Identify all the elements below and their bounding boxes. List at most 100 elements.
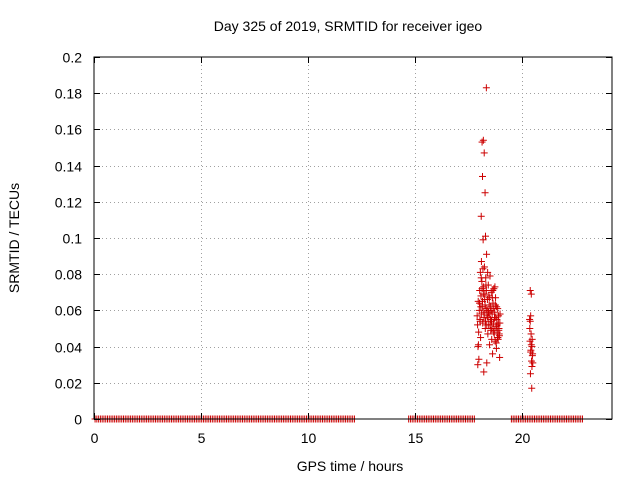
data-points bbox=[473, 84, 537, 392]
chart-title: Day 325 of 2019, SRMTID for receiver ige… bbox=[214, 18, 483, 34]
data-point bbox=[485, 294, 493, 302]
data-point bbox=[479, 297, 486, 305]
axes: 0 0.02 0.04 0.06 0.08 0.1 0.12 0.14 0.16 0.18 0.2 0… bbox=[55, 50, 612, 446]
data-point bbox=[477, 334, 485, 342]
y-axis-label: SRMTID / TECUs bbox=[6, 183, 22, 293]
data-point bbox=[487, 317, 495, 325]
data-point bbox=[477, 258, 485, 266]
data-point bbox=[478, 277, 486, 285]
data-point bbox=[496, 353, 504, 361]
data-point bbox=[482, 84, 490, 92]
data-point bbox=[476, 317, 484, 325]
data-point bbox=[493, 321, 501, 329]
data-point bbox=[527, 341, 535, 349]
data-point bbox=[528, 363, 536, 371]
data-point bbox=[486, 272, 494, 280]
y-tick-label: 0.02 bbox=[55, 376, 82, 392]
data-point bbox=[491, 301, 499, 309]
data-point bbox=[526, 286, 534, 294]
data-point bbox=[477, 212, 485, 220]
data-point bbox=[473, 312, 481, 320]
data-point bbox=[483, 250, 491, 258]
y-tick-label: 0.1 bbox=[63, 231, 83, 247]
y-tick-label: 0.12 bbox=[55, 195, 82, 211]
data-point bbox=[476, 299, 484, 307]
y-tick-label: 0.18 bbox=[55, 86, 82, 102]
y-tick-label: 0 bbox=[74, 412, 82, 428]
data-point bbox=[489, 286, 497, 294]
data-point bbox=[494, 334, 502, 342]
data-point bbox=[479, 136, 487, 144]
data-point bbox=[482, 305, 490, 313]
grid bbox=[94, 57, 612, 419]
data-point bbox=[490, 314, 498, 322]
data-point bbox=[481, 301, 489, 309]
data-point bbox=[480, 368, 488, 376]
data-point bbox=[481, 189, 489, 197]
data-point bbox=[528, 343, 536, 351]
data-point bbox=[480, 310, 488, 318]
data-point bbox=[490, 328, 498, 336]
x-tick-label: 0 bbox=[91, 430, 99, 446]
data-point bbox=[484, 330, 492, 338]
data-point bbox=[529, 350, 537, 358]
data-point bbox=[474, 343, 482, 351]
data-point bbox=[486, 321, 494, 329]
data-point bbox=[527, 290, 535, 298]
data-point bbox=[483, 359, 491, 367]
x-tick-label: 5 bbox=[198, 430, 206, 446]
data-point bbox=[475, 306, 483, 314]
data-point bbox=[489, 350, 497, 358]
data-point bbox=[477, 303, 485, 311]
data-point bbox=[481, 232, 489, 240]
data-point bbox=[477, 274, 485, 282]
data-point bbox=[487, 306, 495, 314]
data-point bbox=[480, 263, 488, 271]
data-point bbox=[492, 323, 500, 331]
y-tick-label: 0.2 bbox=[63, 50, 83, 66]
data-point bbox=[488, 335, 496, 343]
data-point bbox=[475, 355, 483, 363]
data-point bbox=[494, 319, 502, 327]
data-point bbox=[475, 328, 483, 336]
data-point bbox=[488, 325, 496, 332]
data-point bbox=[484, 268, 492, 276]
y-tick-label: 0.14 bbox=[55, 159, 82, 175]
data-point bbox=[479, 265, 487, 273]
x-tick-label: 20 bbox=[515, 430, 531, 446]
x-tick-label: 15 bbox=[408, 430, 424, 446]
x-tick-label: 10 bbox=[301, 430, 317, 446]
data-point bbox=[527, 330, 535, 338]
data-point bbox=[478, 285, 486, 293]
data-point bbox=[493, 303, 501, 311]
data-point bbox=[492, 339, 500, 347]
data-point bbox=[480, 149, 488, 157]
y-tick-label: 0.08 bbox=[55, 267, 82, 283]
data-point bbox=[487, 288, 495, 296]
data-point bbox=[474, 321, 482, 329]
x-axis-label: GPS time / hours bbox=[297, 458, 404, 474]
data-point bbox=[490, 285, 498, 293]
y-tick-label: 0.06 bbox=[55, 303, 82, 319]
y-tick-label: 0.04 bbox=[55, 340, 82, 356]
data-point bbox=[476, 268, 484, 276]
data-point bbox=[526, 325, 534, 332]
data-point bbox=[479, 290, 487, 298]
data-point bbox=[482, 281, 490, 289]
data-point bbox=[491, 283, 499, 291]
data-point bbox=[478, 138, 486, 146]
data-point bbox=[496, 310, 504, 318]
data-point bbox=[486, 341, 494, 349]
data-point bbox=[526, 370, 534, 378]
y-tick-label: 0.16 bbox=[55, 122, 82, 138]
data-point bbox=[528, 335, 536, 343]
data-point bbox=[528, 384, 536, 392]
data-point bbox=[481, 325, 489, 332]
data-point bbox=[479, 172, 486, 180]
data-point bbox=[479, 236, 487, 244]
data-point bbox=[491, 337, 499, 345]
plot-frame bbox=[93, 56, 613, 420]
data-point bbox=[529, 359, 537, 367]
